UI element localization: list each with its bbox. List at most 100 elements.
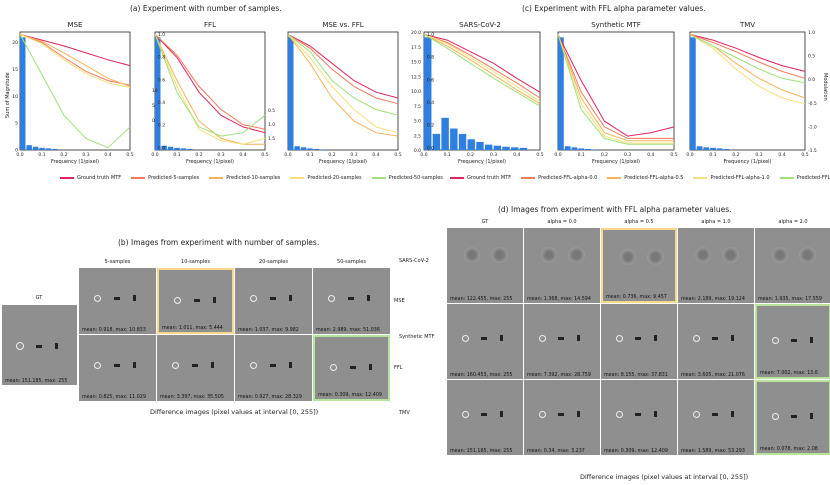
- histogram-bar: [511, 147, 519, 150]
- x-axis-label: Frequency (1/pixel): [592, 159, 640, 165]
- histogram-bar: [187, 148, 193, 150]
- y-tick-label: 1.0: [427, 32, 434, 38]
- legend-swatch: [290, 177, 305, 179]
- x-tick-label: 0.3: [755, 152, 762, 158]
- legend-swatch: [779, 177, 794, 179]
- legend-label: Predicted-FFL-alpha-0.5: [624, 175, 684, 181]
- column-header: alpha = 2.0: [778, 219, 808, 225]
- circle-marker: [616, 410, 624, 418]
- particle-cluster: [771, 246, 789, 264]
- panel-b-footer: Difference images (pixel values at inter…: [150, 408, 319, 416]
- histogram-bar: [45, 148, 52, 150]
- x-tick-label: 0.0: [284, 152, 291, 158]
- histogram-bar: [458, 133, 467, 150]
- histogram-bar: [519, 147, 528, 150]
- marker: [500, 410, 504, 417]
- gt-image: mean: 151.185, max: 255: [2, 305, 77, 385]
- series-line: [154, 34, 266, 130]
- series-line: [423, 33, 541, 105]
- difference-image: mean: 0.918, max: 10.833: [79, 268, 156, 334]
- x-tick-label: 0.1: [578, 152, 585, 158]
- series-line: [423, 33, 541, 102]
- charts-svg: Sum of Magnitude Modulation 0.0 0.1 0.2 0.3…: [5, 30, 828, 165]
- legend-swatch: [209, 177, 224, 179]
- x-tick-label: 0.0: [686, 152, 693, 158]
- legend-label: Ground truth MTF: [77, 175, 122, 181]
- row-label: MSE: [394, 297, 405, 304]
- difference-image: mean: 0.825, max: 11.029: [79, 335, 156, 401]
- difference-image: mean: 3.605, max: 21.076: [678, 304, 754, 379]
- difference-image: mean: 0.736, max: 9.457: [601, 228, 677, 303]
- histogram-bar: [716, 148, 723, 150]
- difference-image: mean: 1.011, max: 5.444: [157, 268, 234, 334]
- row-label: TMV: [399, 410, 410, 416]
- y-tick-label: 0: [152, 118, 155, 124]
- histogram-bar: [432, 133, 441, 150]
- series-line: [19, 33, 131, 67]
- histogram-bar: [467, 139, 475, 150]
- marker: [731, 410, 735, 417]
- difference-image: mean: 3.397, max: 35.505: [157, 335, 234, 401]
- marker: [577, 410, 581, 417]
- marker: [366, 294, 370, 301]
- particle-cluster: [491, 246, 508, 264]
- x-tick-label: 0.5: [801, 152, 808, 158]
- column-header: GT: [481, 219, 489, 225]
- difference-image: mean: 7.392, max: 28.759: [524, 304, 600, 379]
- difference-image: mean: 7.002, max: 13.6: [755, 304, 830, 379]
- x-tick-label: 0.2: [732, 152, 739, 158]
- image-caption: mean: 151.185, max: 255: [450, 449, 513, 454]
- histogram-bar: [476, 141, 484, 150]
- difference-image: mean: 0.34, max: 3.237: [524, 380, 600, 455]
- x-tick-label: 0.5: [261, 152, 268, 158]
- marker: [269, 296, 276, 300]
- y-tick-label: -1.5: [808, 148, 817, 154]
- histogram-bar: [155, 37, 161, 151]
- histogram-bar: [690, 37, 696, 151]
- column-header: alpha = 1.0: [701, 219, 731, 225]
- histogram-bar: [441, 117, 449, 150]
- image-caption: mean: 0.927, max: 28.329: [238, 395, 302, 400]
- circle-marker: [772, 336, 780, 344]
- x-tick-label: 0.0: [151, 152, 158, 158]
- image-caption: mean: 0.825, max: 11.029: [82, 395, 146, 400]
- circle-marker: [16, 342, 24, 350]
- image-caption: mean: 1.589, max: 53.293: [681, 449, 745, 454]
- x-tick-label: 0.4: [513, 152, 520, 158]
- legend-item: Predicted-50-samples: [371, 175, 443, 181]
- plot-title-mse: MSE: [67, 21, 83, 29]
- x-tick-label: 0.4: [778, 152, 785, 158]
- image-caption: mean: 122.455, max: 255: [450, 297, 513, 302]
- x-tick-label: 0.3: [82, 152, 89, 158]
- circle-marker: [539, 410, 547, 418]
- x-tick-label: 0.4: [104, 152, 111, 158]
- histogram-bar: [723, 148, 730, 150]
- y-tick-label: 15.0: [411, 60, 421, 66]
- image-caption: mean: 0.078, max: 2.08: [760, 447, 818, 452]
- series-line: [557, 34, 674, 142]
- difference-image: mean: 0.927, max: 28.329: [235, 335, 312, 401]
- legend-a: Ground truth MTF Predicted-5-samples Predi…: [60, 175, 443, 181]
- legend-item: Ground truth MTF: [450, 175, 511, 181]
- marker: [210, 361, 214, 368]
- x-tick-label: 0.1: [306, 152, 313, 158]
- plot-title-mse-vs-ffl: MSE vs. FFL: [322, 21, 364, 29]
- difference-image: mean: 1.589, max: 53.293: [678, 380, 754, 455]
- histogram-bar: [174, 147, 180, 150]
- y-tick-label: 10: [12, 94, 18, 100]
- y-tick-label: 10: [152, 88, 158, 94]
- particle-cluster: [694, 246, 712, 264]
- x-tick-label: 0.0: [554, 152, 561, 158]
- histogram-bar: [564, 146, 571, 150]
- image-caption: mean: 1.037, max: 9.982: [238, 328, 299, 333]
- legend-item: Predicted-10-samples: [209, 175, 280, 181]
- histogram-bar: [502, 146, 510, 150]
- y-tick-label: 0.0: [427, 145, 434, 151]
- x-axis-label: Frequency (1/pixel): [186, 159, 234, 165]
- histogram-bar: [484, 144, 493, 150]
- x-tick-label: 0.2: [328, 152, 335, 158]
- legend-label: Predicted-10-samples: [226, 175, 281, 181]
- x-tick-label: 0.1: [38, 152, 45, 158]
- legend-swatch: [60, 177, 74, 179]
- circle-marker: [693, 334, 701, 342]
